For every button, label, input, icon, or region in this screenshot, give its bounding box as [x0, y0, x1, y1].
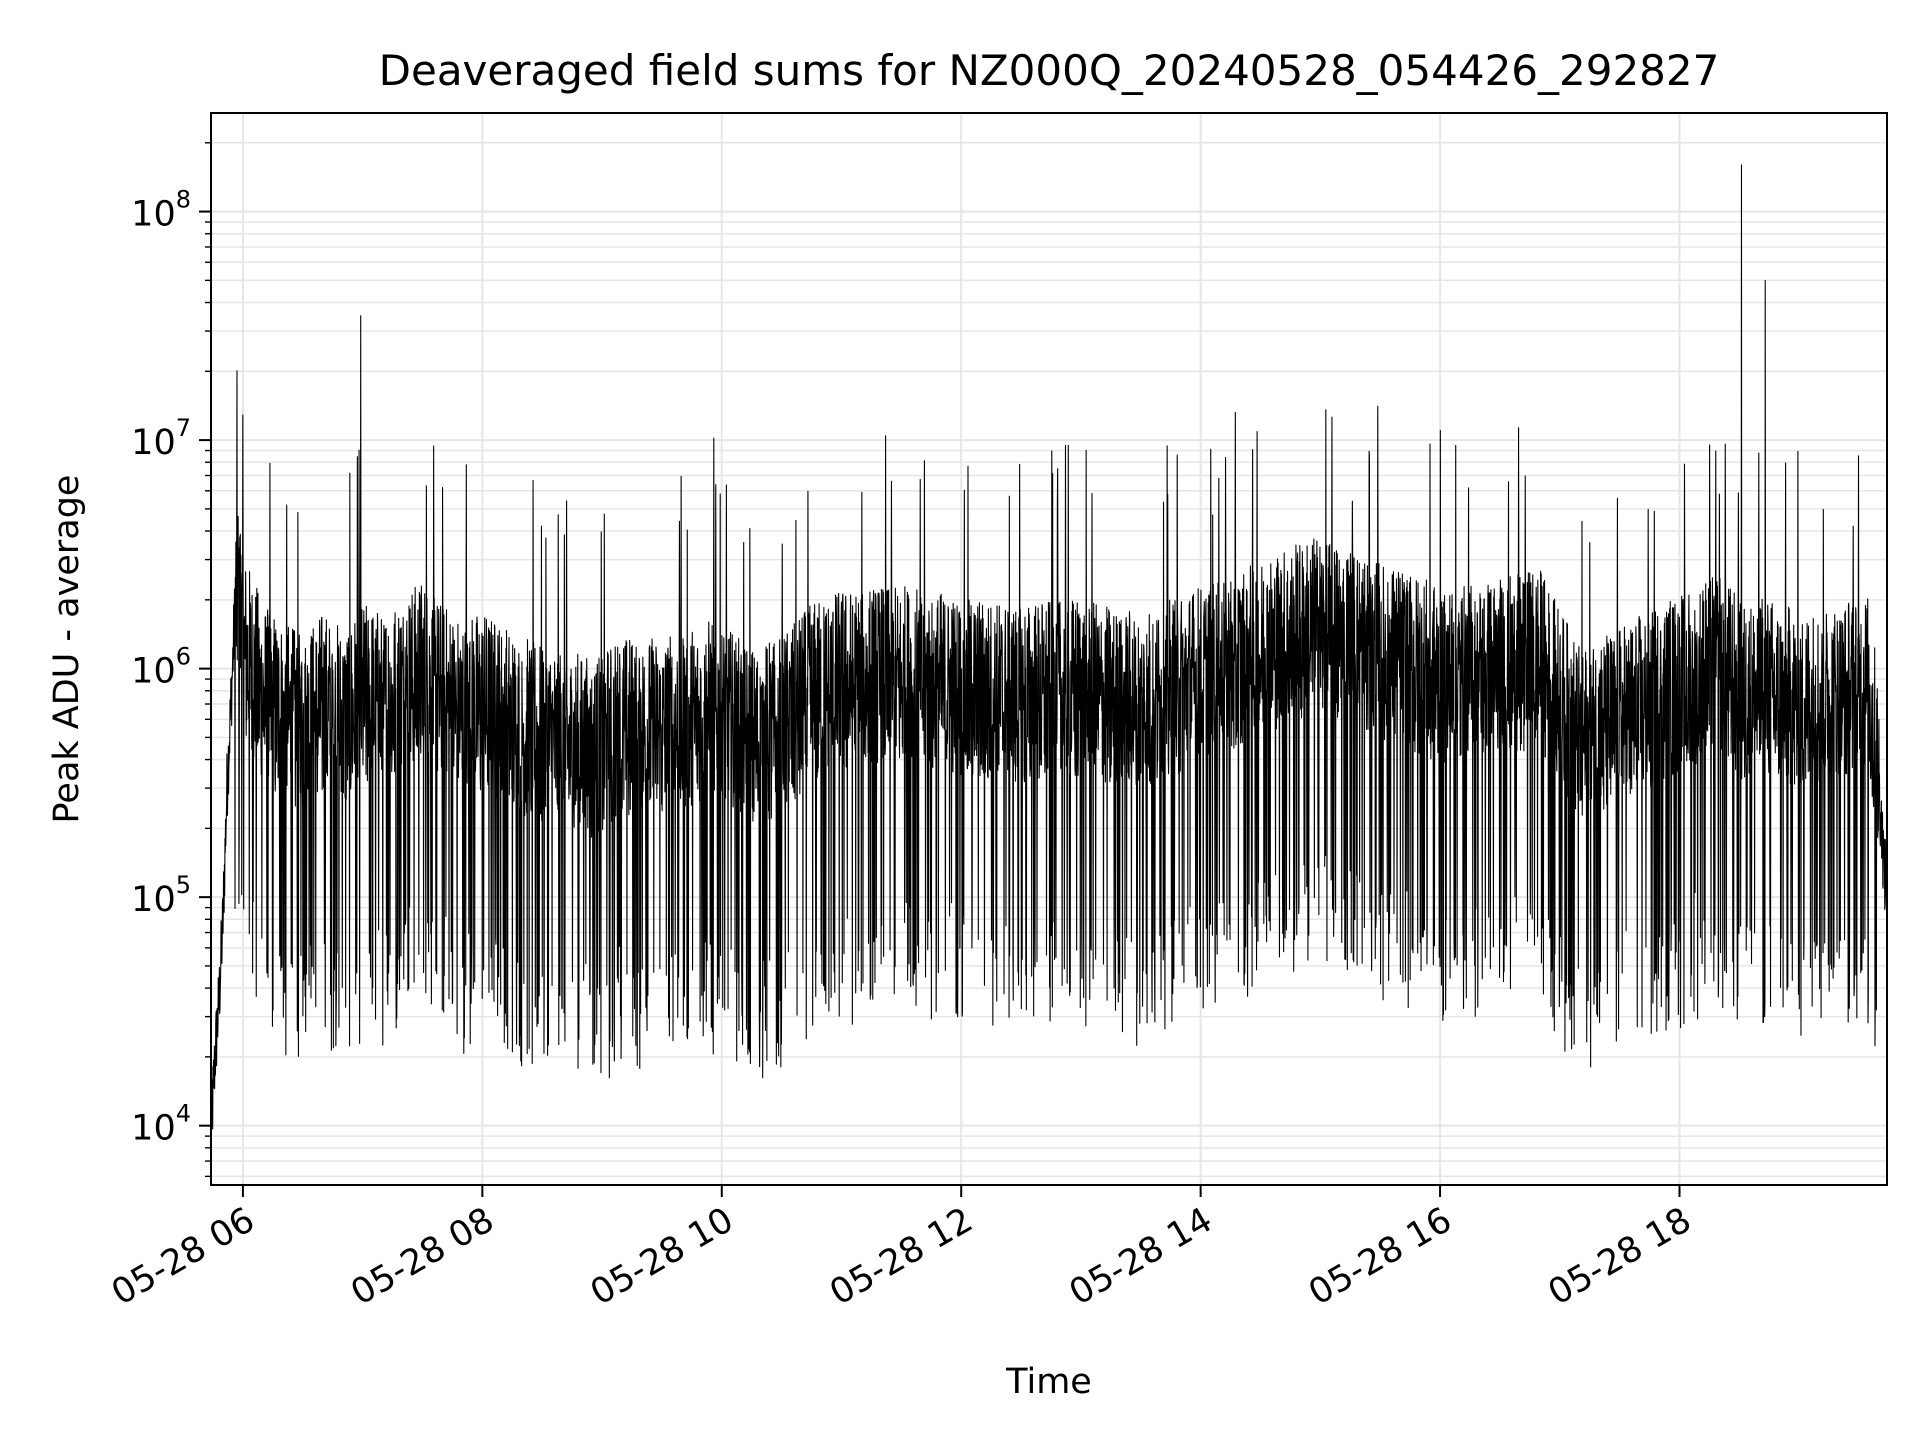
y-tick-label: 108: [131, 186, 191, 235]
data-series: [210, 164, 1888, 1147]
y-tick-label: 106: [131, 643, 191, 692]
plot-frame: [210, 112, 1888, 1186]
chart-title: Deaveraged field sums for NZ000Q_2024052…: [379, 46, 1720, 95]
y-tick-label: 105: [131, 871, 191, 920]
x-axis-label: Time: [1005, 1362, 1092, 1402]
y-axis-label: Peak ADU - average: [47, 475, 87, 824]
y-tick-label: 107: [131, 414, 191, 463]
y-tick-label: 104: [131, 1100, 191, 1149]
series-line: [210, 164, 1888, 1147]
